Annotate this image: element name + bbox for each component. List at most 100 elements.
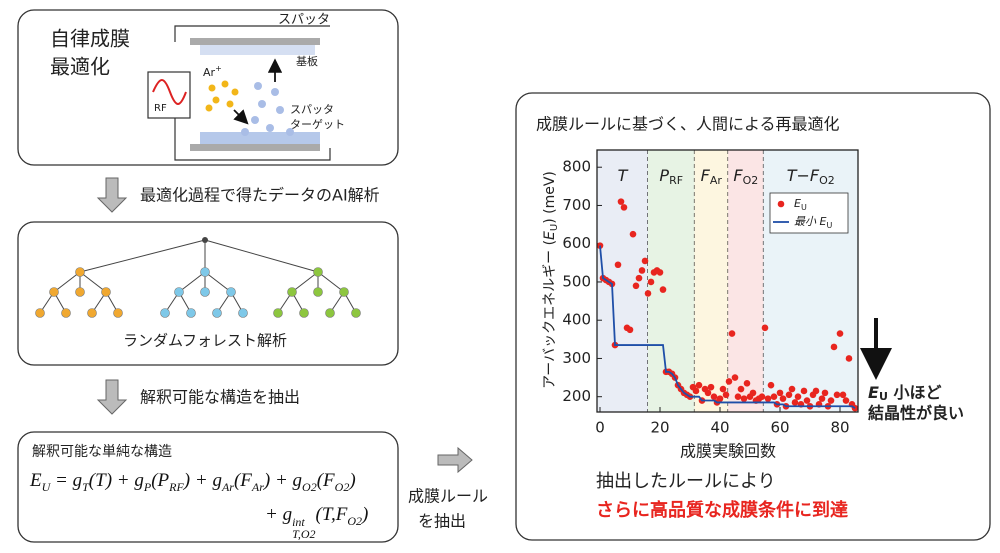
data-point (842, 397, 850, 404)
substrate-film (200, 45, 315, 55)
equation-subscript: RF (169, 480, 184, 494)
annotation: U (879, 390, 888, 403)
data-point (839, 391, 847, 399)
data-point (740, 395, 748, 402)
data-point (722, 391, 730, 399)
ar-ions (205, 80, 239, 112)
data-point (641, 257, 649, 265)
equation-term: ) (362, 504, 369, 525)
data-point (767, 381, 775, 389)
equation-subscript: P (143, 480, 152, 494)
annotation: E (868, 383, 879, 402)
tree-node (200, 267, 210, 277)
annotation: 結晶性が良い (868, 404, 964, 423)
equation-term: (F (316, 470, 335, 491)
tree-edge (204, 239, 319, 273)
down-arrow (96, 177, 128, 213)
tree-node (75, 287, 85, 297)
tree-edge (53, 271, 81, 293)
data-point (776, 389, 784, 397)
equation-subscript: T (82, 480, 89, 494)
tree-node (200, 287, 210, 297)
panel-title: 自律成膜 (50, 27, 130, 51)
x-tick-label: 20 (650, 419, 669, 437)
legend-label: U (801, 203, 807, 212)
x-tick-label: 80 (830, 419, 849, 437)
region-label: PRF (659, 166, 683, 188)
y-axis-label: アーバックエネルギー (EU) (meV) (542, 171, 560, 389)
data-point (734, 393, 742, 401)
equation-term: (F (233, 470, 252, 491)
rf-box (147, 71, 191, 119)
label: 基板 (296, 54, 318, 68)
tree-node (113, 308, 123, 318)
equation-term: E (30, 470, 42, 491)
y-tick-label: 800 (562, 158, 591, 176)
step-label: 最適化過程で得たデータのAI解析 (140, 186, 380, 205)
data-point (749, 389, 757, 397)
data-point (788, 385, 796, 393)
equation-line: + g int T,O2 (T,FO2) (265, 504, 368, 540)
sputtered-atoms (241, 82, 294, 136)
right-arrow (437, 446, 473, 474)
label: ターゲット (290, 118, 345, 131)
tree-node (87, 308, 97, 318)
data-point (626, 326, 634, 334)
panel-title: 解釈可能な単純な構造 (32, 444, 172, 460)
tree-node (186, 308, 196, 318)
data-point (758, 393, 766, 401)
min-line (599, 245, 856, 409)
tree-edge (79, 271, 107, 293)
step-label: を抽出 (418, 512, 466, 531)
conclusion-highlight: さらに高品質な成膜条件に到達 (596, 499, 848, 521)
legend-marker (777, 200, 785, 208)
tree-node (49, 287, 59, 297)
equation-term: (T) + g (88, 470, 144, 491)
equation-subscript: O2 (302, 480, 317, 494)
tree-edge (79, 239, 206, 273)
equation-term: ) (349, 470, 356, 491)
data-point (821, 389, 829, 397)
equation-term: (P (151, 470, 170, 491)
tree-node (238, 308, 248, 318)
annotation: EU 小ほど (868, 383, 941, 404)
equation-subscript: O2 (347, 514, 363, 528)
substrate-plate (190, 38, 320, 45)
region-label: O2 (743, 174, 759, 187)
data-point (731, 374, 739, 381)
region-label: T (618, 166, 629, 185)
data-point (707, 383, 715, 391)
region (648, 150, 695, 412)
region-label: T (618, 166, 629, 185)
tree-node (351, 308, 361, 318)
label: Ar+ (203, 64, 222, 80)
tree-node (313, 287, 323, 297)
data-point (614, 261, 622, 269)
y-tick-label: 600 (562, 234, 591, 252)
equation-subscript: U (41, 480, 51, 494)
down-arrow (96, 379, 128, 415)
data-point (704, 389, 712, 397)
tree-node (339, 287, 349, 297)
x-tick-label: 60 (770, 419, 789, 437)
tree-node (101, 287, 111, 297)
equation-subscript: O2 (334, 480, 350, 494)
plot-frame (596, 149, 859, 413)
data-point (725, 378, 733, 385)
region (694, 150, 729, 412)
equation-term: ) + g (183, 470, 222, 491)
region-label: P (659, 166, 669, 185)
legend-label: U (826, 221, 832, 230)
data-point (830, 343, 838, 351)
x-axis-label: 成膜実験回数 (680, 442, 776, 461)
data-point (812, 387, 820, 395)
step-label: 成膜ルール (408, 487, 488, 506)
data-point (761, 324, 769, 332)
equation-term: + g (265, 504, 293, 525)
data-point (764, 395, 772, 402)
data-point (827, 397, 835, 404)
equation-subscript: Ar (251, 480, 264, 494)
data-point (737, 385, 745, 393)
